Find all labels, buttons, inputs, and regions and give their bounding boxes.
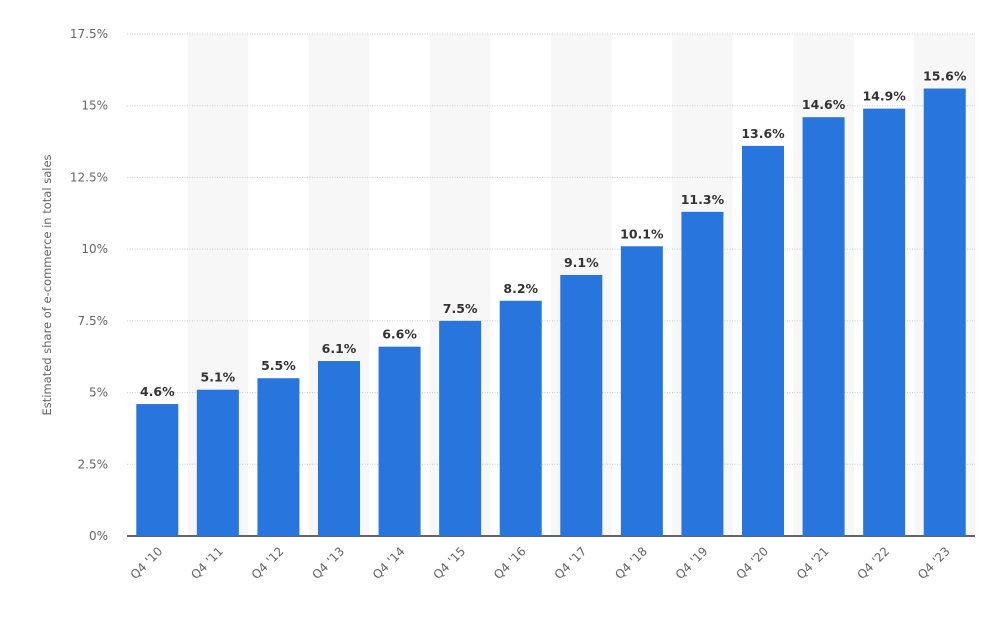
- data-label: 5.5%: [261, 358, 296, 373]
- x-tick-label: Q4 '10: [128, 544, 166, 582]
- x-tick-label: Q4 '19: [673, 544, 711, 582]
- data-label: 6.1%: [322, 341, 357, 356]
- bar-2: [257, 378, 300, 536]
- x-tick-label: Q4 '16: [491, 544, 529, 582]
- bar-12: [863, 108, 906, 536]
- data-label: 8.2%: [503, 281, 538, 296]
- x-tick-label: Q4 '12: [249, 544, 287, 582]
- data-label: 5.1%: [201, 370, 236, 385]
- x-tick-label: Q4 '22: [854, 544, 892, 582]
- y-axis-label: Estimated share of e-commerce in total s…: [40, 154, 54, 415]
- x-tick-label: Q4 '20: [733, 544, 771, 582]
- bar-10: [742, 145, 784, 537]
- bar-9: [681, 211, 724, 536]
- bar-5: [439, 320, 482, 536]
- data-label: 15.6%: [923, 69, 967, 84]
- data-label: 6.6%: [382, 327, 417, 342]
- data-label: 13.6%: [741, 126, 785, 141]
- data-label: 9.1%: [564, 255, 599, 270]
- x-tick-label: Q4 '11: [188, 544, 226, 582]
- bar-7: [560, 274, 603, 536]
- data-label: 7.5%: [443, 301, 478, 316]
- x-tick-label: Q4 '23: [915, 544, 953, 582]
- data-label: 10.1%: [620, 226, 664, 241]
- bar-11: [802, 117, 845, 536]
- x-tick-label: Q4 '18: [612, 544, 650, 582]
- x-tick-label: Q4 '13: [309, 544, 347, 582]
- y-tick-label: 7.5%: [78, 314, 109, 328]
- bar-0: [136, 404, 179, 536]
- data-label: 14.9%: [862, 89, 906, 104]
- y-tick-label: 17.5%: [70, 27, 108, 41]
- y-tick-label: 5%: [89, 386, 108, 400]
- bar-13: [923, 88, 966, 536]
- y-tick-label: 15%: [81, 99, 108, 113]
- x-tick-label: Q4 '14: [370, 544, 408, 582]
- y-tick-label: 10%: [81, 242, 108, 256]
- x-tick-label: Q4 '21: [794, 544, 832, 582]
- x-tick-label: Q4 '17: [552, 544, 590, 582]
- bar-6: [499, 300, 542, 536]
- data-label: 11.3%: [681, 192, 725, 207]
- x-tick-label: Q4 '15: [430, 544, 468, 582]
- bar-3: [318, 361, 360, 536]
- y-tick-label: 0%: [89, 529, 108, 543]
- data-label: 4.6%: [140, 384, 175, 399]
- y-tick-label: 12.5%: [70, 170, 108, 184]
- y-tick-label: 2.5%: [78, 457, 109, 471]
- bar-8: [620, 246, 663, 536]
- data-label: 14.6%: [802, 97, 846, 112]
- bar-4: [378, 346, 421, 536]
- bar-1: [196, 389, 239, 536]
